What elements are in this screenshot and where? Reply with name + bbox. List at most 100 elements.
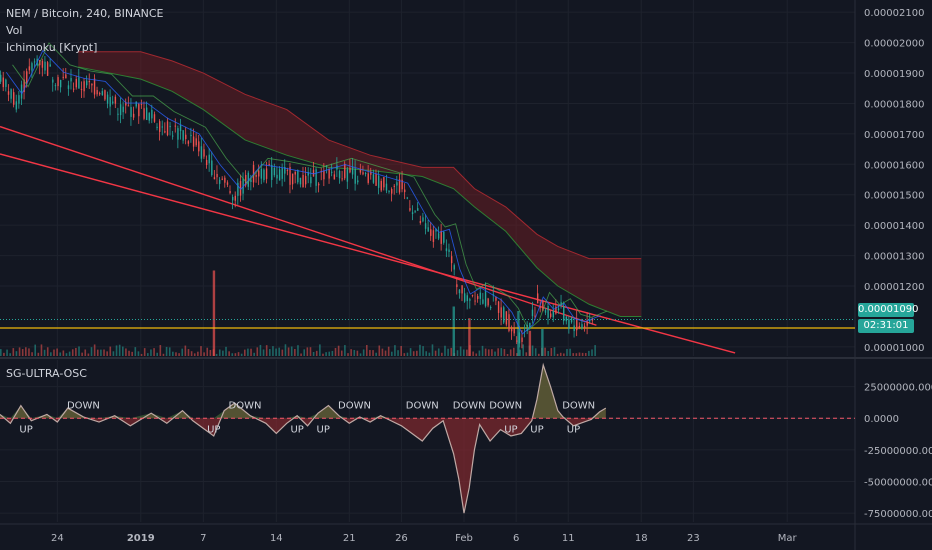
volume-bar <box>559 352 562 356</box>
candle-body <box>130 107 132 117</box>
volume-bar <box>325 352 327 356</box>
volume-spike-4 <box>528 330 532 356</box>
volume-bar <box>400 345 402 356</box>
candle-body <box>166 121 169 136</box>
volume-bar <box>3 352 5 356</box>
volume-bar <box>206 347 209 356</box>
candle-body <box>563 306 565 322</box>
ichimoku-conversion-line <box>5 49 601 335</box>
candle-body <box>404 189 406 193</box>
candle-body <box>578 326 581 329</box>
candle-body <box>177 128 179 140</box>
ichimoku-indicator-label[interactable]: Ichimoku [Krypt] <box>6 41 98 54</box>
candle-body <box>49 64 51 67</box>
time-tick-label: 21 <box>343 533 356 544</box>
volume-bar <box>297 345 299 356</box>
cloud-span-b <box>78 66 642 317</box>
candle-body <box>550 313 552 317</box>
price-tick-label: 0.00001400 <box>864 221 924 232</box>
candle-body <box>461 285 463 294</box>
volume-bar <box>93 344 96 356</box>
volume-bar <box>531 345 534 356</box>
time-tick-label: Mar <box>778 533 798 544</box>
volume-bar <box>203 352 205 356</box>
volume-bar <box>68 351 71 356</box>
candle-body <box>544 310 547 313</box>
volume-bar <box>491 349 493 356</box>
candle-body <box>307 172 309 176</box>
candle-body <box>213 177 216 180</box>
volume-bar <box>381 348 384 356</box>
volume-bar <box>53 349 55 356</box>
trendline-upper <box>0 125 597 326</box>
candle-body <box>432 230 435 242</box>
volume-bar <box>40 344 43 356</box>
volume-bar <box>265 345 268 356</box>
candle-body <box>534 315 536 317</box>
candle-body <box>411 212 414 215</box>
chart-title[interactable]: NEM / Bitcoin, 240, BINANCE <box>6 7 164 20</box>
candle-body <box>469 299 471 301</box>
candle-body <box>513 328 515 334</box>
candle-body <box>145 107 148 121</box>
vol-indicator-label[interactable]: Vol <box>6 24 23 37</box>
cloud-fill <box>78 51 642 317</box>
candle-body <box>581 324 583 329</box>
candle-body <box>33 61 36 63</box>
candle-body <box>359 169 362 173</box>
oscillator-label[interactable]: SG-ULTRA-OSC <box>6 367 87 380</box>
candle-body <box>192 136 195 147</box>
volume-bar <box>165 346 168 356</box>
candle-body <box>28 66 31 71</box>
volume-bar <box>591 349 593 356</box>
candle-body <box>516 340 518 342</box>
osc-tick-label: -75000000.0000 <box>864 509 932 520</box>
candle-body <box>140 103 143 105</box>
candle-body <box>23 79 25 93</box>
candle-body <box>67 85 70 89</box>
osc-signal-down: DOWN <box>489 400 522 411</box>
time-tick-label: Feb <box>455 533 473 544</box>
volume-bar <box>37 352 40 356</box>
candle-body <box>88 81 91 83</box>
candle-body <box>304 175 307 185</box>
time-tick-label: 6 <box>513 533 519 544</box>
volume-bar <box>481 345 484 356</box>
candle-body <box>391 189 393 194</box>
candle-body <box>65 74 67 79</box>
volume-bar <box>444 345 446 356</box>
candle-body <box>271 164 273 180</box>
volume-bar <box>312 351 315 356</box>
volume-bar <box>187 349 190 356</box>
time-tick-label: 24 <box>51 533 64 544</box>
candle-body <box>164 131 166 133</box>
candle-body <box>354 168 356 184</box>
volume-bar <box>84 349 87 356</box>
volume-bar <box>0 349 2 356</box>
volume-bar <box>506 353 509 356</box>
volume-bar <box>378 345 381 356</box>
candle-body <box>284 167 286 174</box>
volume-bar <box>300 353 302 356</box>
candle-body <box>474 300 476 302</box>
volume-bar <box>437 348 440 356</box>
candle-body <box>297 170 299 183</box>
volume-bar <box>46 347 49 356</box>
volume-bar <box>397 350 399 356</box>
volume-bar <box>240 353 243 356</box>
volume-bar <box>497 348 499 356</box>
candle-body <box>26 71 28 85</box>
candle-body <box>466 295 469 302</box>
volume-bar <box>59 352 62 356</box>
candle-body <box>291 173 294 185</box>
candle-body <box>424 223 427 229</box>
volume-bar <box>109 346 112 356</box>
candle-body <box>112 101 114 104</box>
candle-body <box>255 174 257 177</box>
candle-body <box>260 168 263 179</box>
volume-bar <box>259 344 262 356</box>
candle-body <box>263 169 265 181</box>
candle-body <box>568 319 570 329</box>
